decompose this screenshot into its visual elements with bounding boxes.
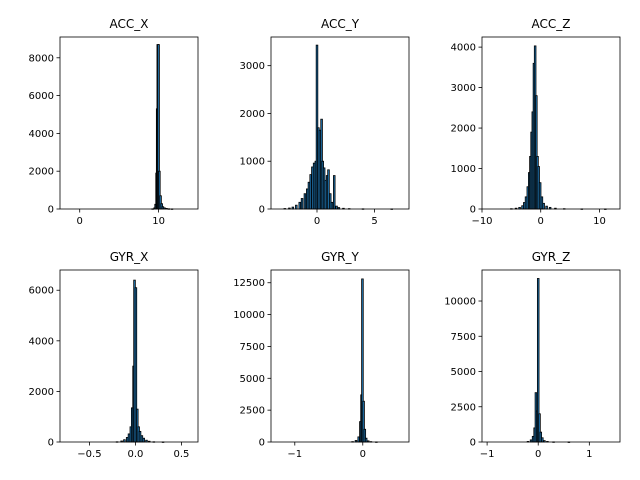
subplot-title: ACC_Z	[532, 17, 571, 31]
y-tick-label: 2500	[240, 406, 265, 417]
y-tick-label: 0	[470, 438, 476, 449]
x-tick-label: 5	[371, 216, 377, 227]
y-tick-label: 12500	[233, 278, 265, 289]
axes-frame	[270, 269, 410, 443]
y-tick-label: 5000	[451, 367, 476, 378]
histogram-bar	[127, 433, 131, 443]
y-tick-label: 0	[259, 438, 265, 449]
histogram-bar	[330, 201, 334, 210]
subplot-title: GYR_X	[110, 250, 149, 264]
histogram-bar	[138, 430, 142, 443]
y-tick-label: 1000	[240, 157, 265, 168]
y-tick-label: 1000	[451, 164, 476, 175]
y-tick-label: 8000	[29, 53, 54, 64]
y-tick-label: 7500	[451, 332, 476, 343]
x-tick-label: −1	[480, 449, 495, 460]
y-tick-label: 0	[48, 438, 54, 449]
x-tick-label: 1	[586, 449, 592, 460]
y-tick-label: 2000	[29, 387, 54, 398]
axes-frame	[481, 269, 621, 443]
histogram-bar	[303, 193, 307, 210]
x-tick-label: 0	[77, 216, 83, 227]
subplot-title: ACC_X	[110, 17, 149, 31]
x-tick-label: −0.5	[77, 449, 101, 460]
y-tick-label: 4000	[29, 336, 54, 347]
histogram-bar	[300, 198, 304, 210]
x-tick-label: −1	[287, 449, 302, 460]
histogram-bar	[125, 437, 129, 443]
histogram-bar	[142, 437, 145, 443]
histogram-bar	[542, 202, 545, 210]
x-tick-label: −10	[471, 216, 492, 227]
subplot-gyr-z: GYR_Z 0 2500 5000 7500 10000 −1 0 1	[444, 250, 621, 460]
y-tick-label: 10000	[444, 297, 476, 308]
y-tick-label: 2500	[451, 402, 476, 413]
subplot-acc-y: ACC_Y 0 1000 2000 3000 0 5	[240, 17, 410, 227]
y-tick-label: 4000	[451, 43, 476, 54]
y-tick-label: 7500	[240, 342, 265, 353]
x-tick-label: 0	[535, 449, 541, 460]
x-tick-label: 10	[152, 216, 165, 227]
subplot-gyr-y: GYR_Y 0 2500 5000 7500 10000 12500 −1 0	[233, 250, 410, 460]
y-tick-label: 4000	[29, 129, 54, 140]
y-tick-label: 3000	[240, 61, 265, 72]
x-tick-label: 10	[593, 216, 606, 227]
histogram-bar	[140, 435, 144, 443]
x-tick-label: 0.5	[173, 449, 189, 460]
axes-frame	[481, 36, 621, 210]
x-tick-label: 0	[360, 449, 366, 460]
histogram-bar	[545, 205, 548, 210]
y-tick-label: 10000	[233, 310, 265, 321]
axes-frame	[270, 36, 410, 210]
y-tick-label: 2000	[451, 124, 476, 135]
histogram-bar	[298, 201, 301, 210]
y-tick-label: 0	[259, 205, 265, 216]
x-tick-label: 0	[314, 216, 320, 227]
y-tick-label: 3000	[451, 83, 476, 94]
y-tick-label: 2000	[29, 167, 54, 178]
subplot-acc-x: ACC_X 0 2000 4000 6000 8000 0 10	[29, 17, 199, 227]
y-tick-label: 2000	[240, 109, 265, 120]
subplot-gyr-x: GYR_X 0 2000 4000 6000 −0.5 0.0 0.5	[29, 250, 199, 460]
axes-frame	[59, 36, 199, 210]
y-tick-label: 6000	[29, 286, 54, 297]
y-tick-label: 6000	[29, 91, 54, 102]
axes-frame	[59, 269, 199, 443]
subplot-title: GYR_Y	[321, 250, 359, 264]
x-tick-label: 0	[538, 216, 544, 227]
histogram-bar	[541, 437, 544, 443]
histogram-bar	[364, 437, 368, 443]
y-tick-label: 5000	[240, 374, 265, 385]
histogram-bar	[295, 204, 298, 210]
x-tick-label: 0.0	[127, 449, 143, 460]
histogram-bar	[335, 205, 338, 210]
subplot-title: GYR_Z	[532, 250, 571, 264]
y-tick-label: 0	[470, 205, 476, 216]
subplot-title: ACC_Y	[321, 17, 360, 31]
histogram-bar	[333, 175, 336, 210]
y-tick-label: 0	[48, 205, 54, 216]
